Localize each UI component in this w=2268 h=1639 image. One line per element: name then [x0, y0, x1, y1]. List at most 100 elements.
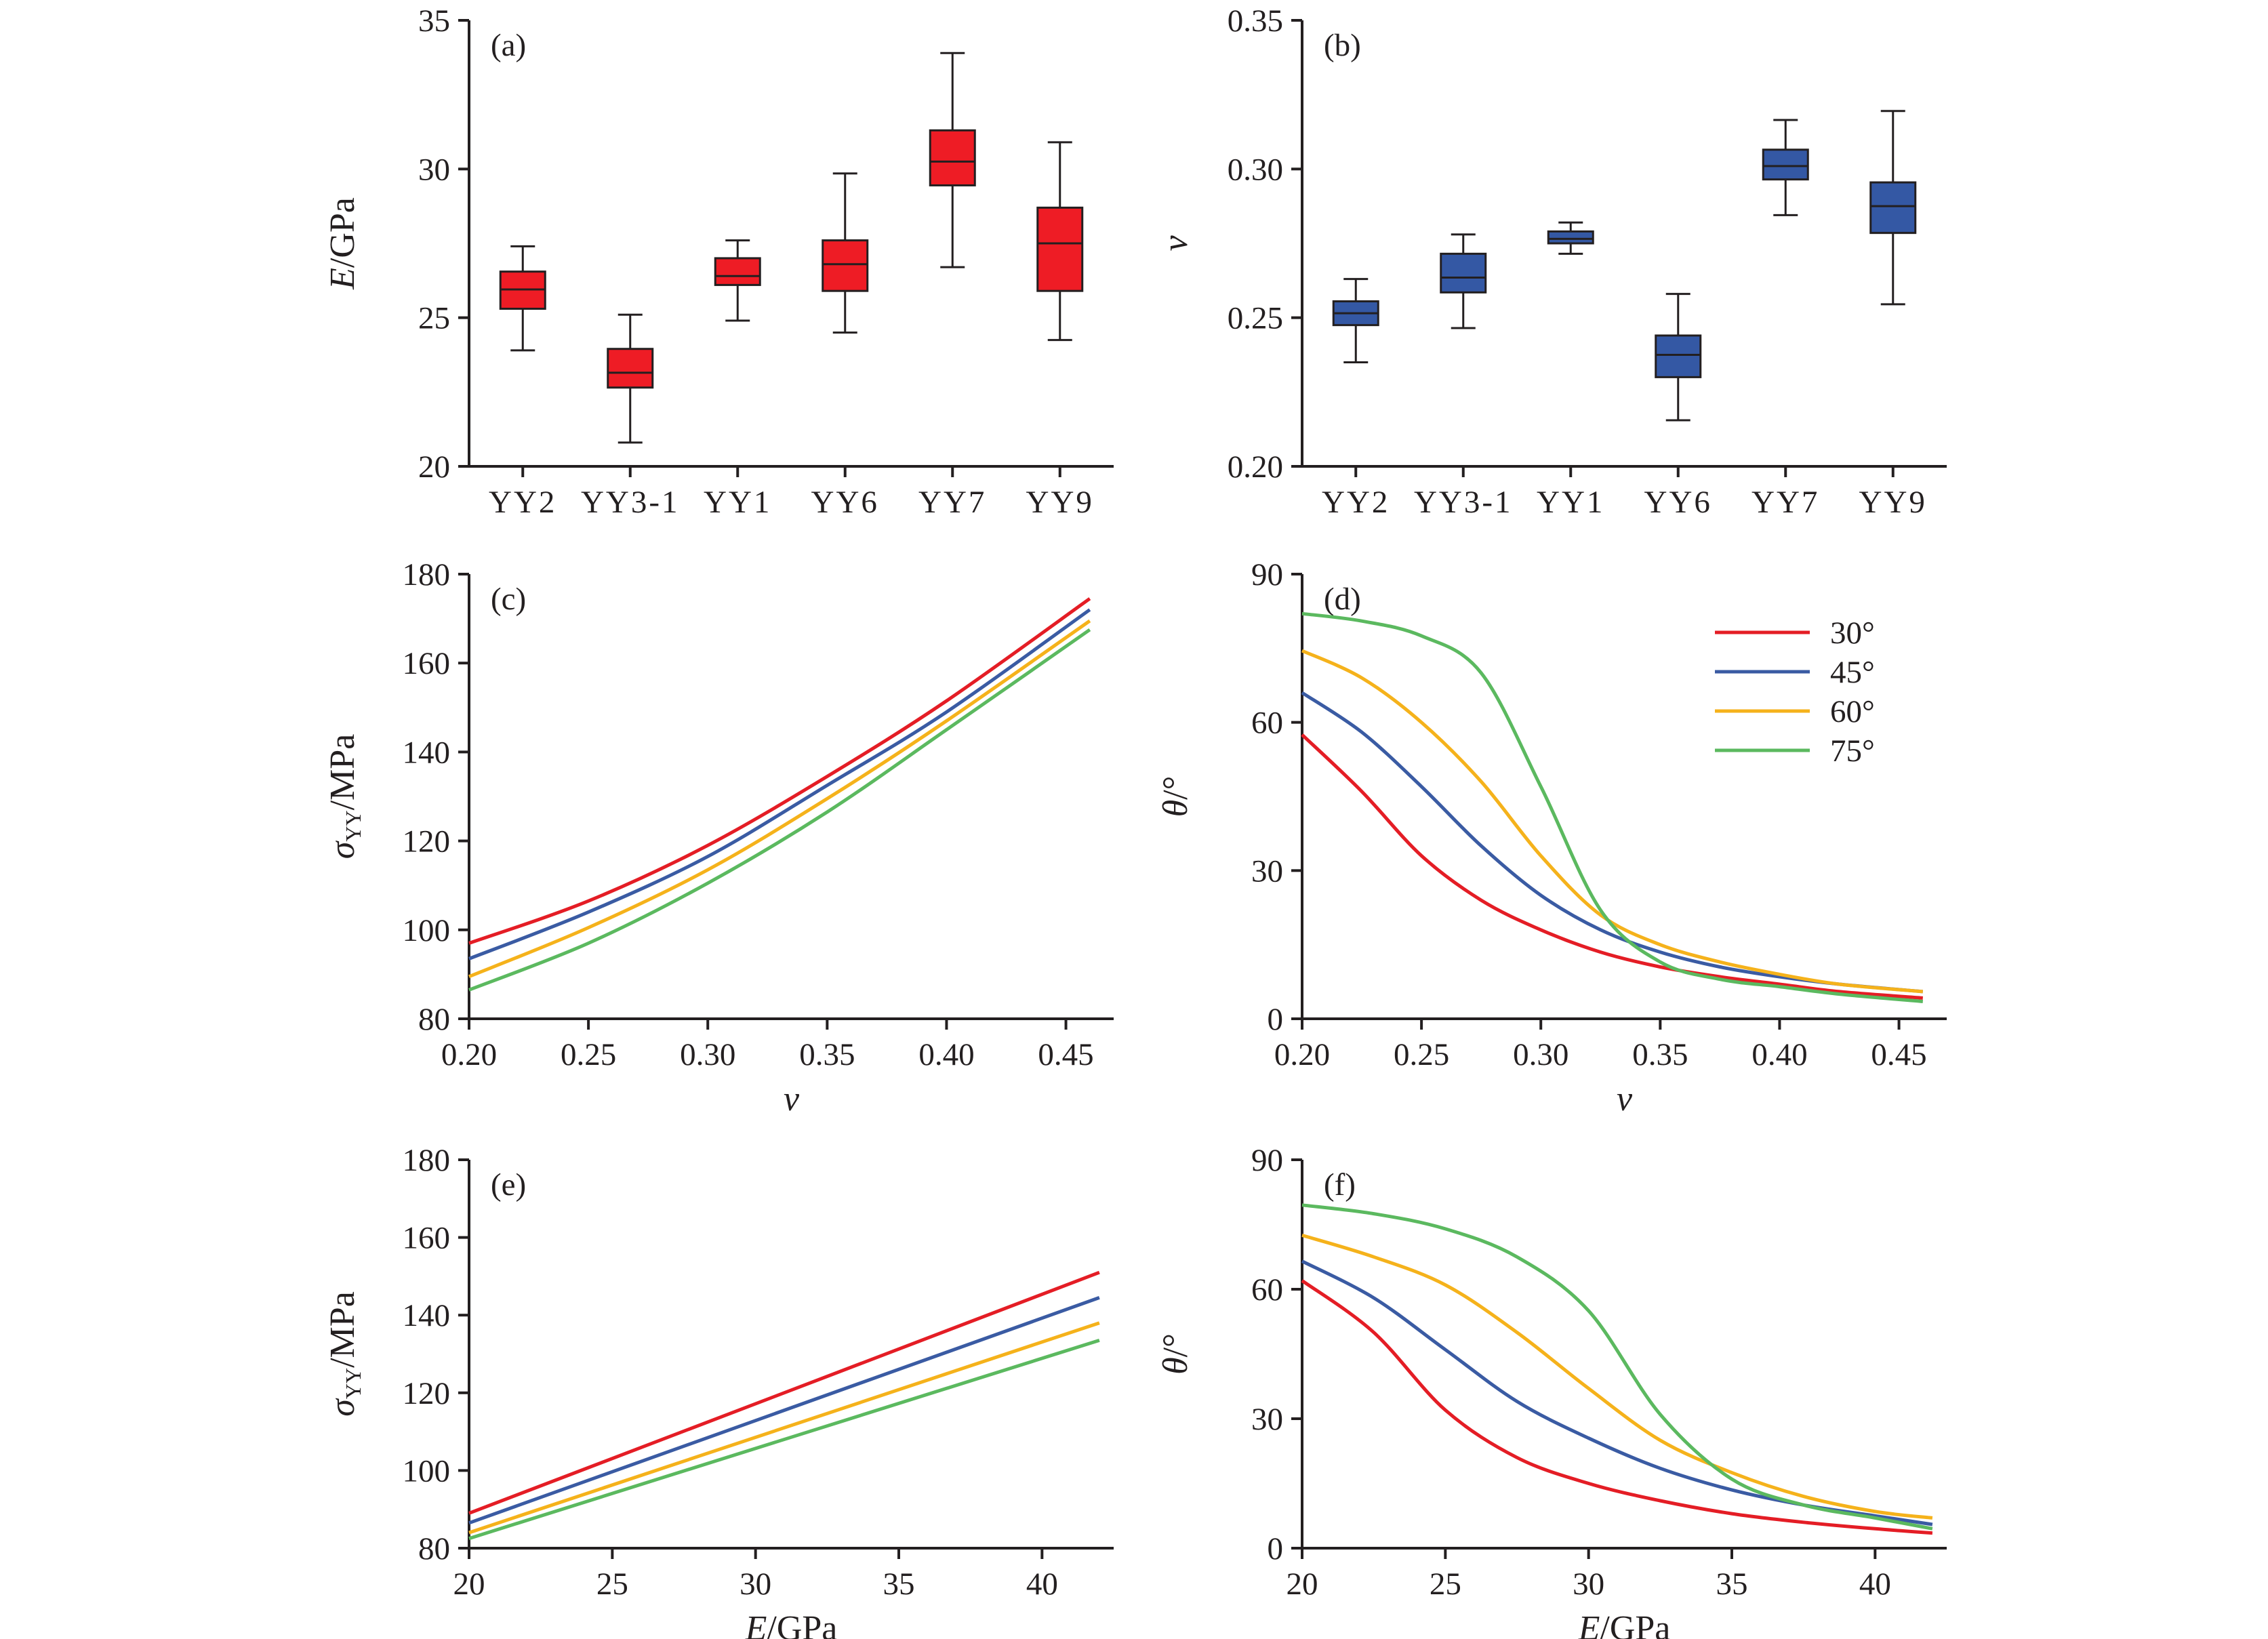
- panel-label: (f): [1324, 1167, 1356, 1202]
- x-axis-variable: v: [784, 1080, 800, 1118]
- x-tick-label: 35: [1716, 1566, 1748, 1602]
- series-line-30deg: [1301, 1279, 1933, 1535]
- y-axis-title: σYY/MPa: [323, 1291, 365, 1417]
- x-tick-label: YY6: [811, 485, 879, 520]
- series-line-60deg: [1301, 1234, 1933, 1520]
- x-axis-title: E/GPa: [745, 1609, 838, 1639]
- x-tick-label: 0.20: [1274, 1037, 1330, 1072]
- y-tick-label: 0.35: [1228, 3, 1283, 39]
- series-line-75deg: [1301, 611, 1924, 1003]
- box-iqr: [1655, 334, 1702, 378]
- x-tick-label: 0.40: [1751, 1037, 1807, 1072]
- box-yy2: [499, 245, 546, 352]
- series-line-45deg: [468, 608, 1091, 960]
- x-tick-label: 0.30: [680, 1037, 735, 1072]
- y-axis-symbol: σ: [323, 840, 362, 859]
- panel-label: (d): [1324, 582, 1361, 617]
- y-tick-label: 90: [1251, 1143, 1283, 1178]
- box-yy1: [714, 239, 761, 322]
- box-iqr: [1440, 252, 1487, 294]
- y-tick-label: 30: [1251, 1402, 1283, 1437]
- y-axis-title: E/GPa: [323, 197, 362, 290]
- x-axis-variable: E: [1578, 1609, 1600, 1639]
- x-tick-label: 0.20: [441, 1037, 497, 1072]
- box-yy9: [1036, 141, 1084, 342]
- legend-label: 30°: [1830, 615, 1875, 651]
- legend-label: 75°: [1830, 733, 1875, 769]
- box-iqr: [822, 239, 869, 292]
- series-line-75deg: [468, 1339, 1100, 1541]
- series-line-60deg: [1301, 649, 1924, 994]
- y-axis-variable: E: [323, 268, 362, 290]
- y-axis-title: v: [1156, 235, 1195, 251]
- x-tick-label: YY3-1: [1414, 485, 1513, 520]
- panel-c: 80 100 120 140 160 180 0.20 0.25 0.30 0.35 0.40 0.4…: [323, 557, 1114, 1118]
- series-line-45deg: [1301, 1259, 1933, 1526]
- y-tick-label: 120: [403, 1376, 451, 1411]
- y-tick-label: 25: [418, 301, 450, 336]
- panel-label: (b): [1324, 28, 1361, 63]
- y-tick-label: 140: [403, 1298, 451, 1333]
- y-tick-label: 35: [418, 3, 450, 39]
- legend-label: 60°: [1830, 694, 1875, 729]
- series-line-30deg: [468, 1270, 1100, 1515]
- x-tick-label: YY1: [704, 485, 771, 520]
- x-tick-label: YY1: [1537, 485, 1604, 520]
- series-line-75deg: [468, 628, 1091, 992]
- series-line-30deg: [468, 597, 1091, 945]
- y-axis-variable: v: [1156, 235, 1195, 251]
- x-tick-label: 0.35: [1632, 1037, 1688, 1072]
- box-yy3-1: [1440, 233, 1487, 329]
- box-iqr: [1547, 230, 1594, 245]
- y-axis-subscript: YY: [341, 810, 365, 841]
- x-tick-label: 0.25: [561, 1037, 616, 1072]
- y-tick-label: 0.25: [1228, 301, 1283, 336]
- box-yy2: [1332, 278, 1379, 363]
- x-tick-label: 30: [1573, 1566, 1604, 1602]
- box-yy9: [1869, 110, 1917, 306]
- y-tick-label: 0.30: [1228, 152, 1283, 187]
- x-axis-variable: E: [745, 1609, 767, 1639]
- y-tick-label: 80: [418, 1531, 450, 1566]
- panel-label: (a): [491, 28, 526, 63]
- legend-label: 45°: [1830, 655, 1875, 690]
- x-tick-label: 20: [1287, 1566, 1318, 1602]
- y-tick-label: 0: [1268, 1531, 1284, 1566]
- x-tick-label: YY7: [918, 485, 986, 520]
- x-axis-title: v: [1617, 1080, 1633, 1118]
- box-iqr: [929, 129, 976, 186]
- box-iqr: [1762, 148, 1809, 181]
- x-tick-label: YY6: [1644, 485, 1712, 520]
- x-tick-label: 25: [1430, 1566, 1461, 1602]
- y-axis-title: σYY/MPa: [323, 734, 365, 859]
- x-tick-label: YY9: [1026, 485, 1094, 520]
- x-axis-unit: /GPa: [1600, 1609, 1670, 1639]
- x-tick-label: 35: [883, 1566, 915, 1602]
- box-yy7: [1762, 119, 1809, 216]
- box-iqr: [1869, 181, 1917, 235]
- x-tick-label: 25: [596, 1566, 628, 1602]
- y-tick-label: 100: [403, 1453, 451, 1489]
- y-axis-symbol: σ: [323, 1398, 362, 1417]
- x-axis-title: E/GPa: [1578, 1609, 1671, 1639]
- x-tick-label: YY2: [489, 485, 556, 520]
- y-axis-variable: θ: [1156, 800, 1195, 817]
- box-iqr: [1036, 206, 1084, 292]
- series-line-45deg: [468, 1296, 1100, 1525]
- x-tick-label: 40: [1026, 1566, 1058, 1602]
- x-tick-label: 0.30: [1513, 1037, 1568, 1072]
- x-tick-label: 0.45: [1038, 1037, 1093, 1072]
- y-tick-label: 60: [1251, 706, 1283, 741]
- y-axis-unit: /°: [1156, 1333, 1195, 1357]
- box-iqr: [714, 257, 761, 286]
- y-tick-label: 90: [1251, 557, 1283, 592]
- panel-b: 0.20 0.25 0.30 0.35 YY2 YY3-1 YY1 YY6 YY7 YY9 (b) v: [1156, 3, 1947, 520]
- x-tick-label: 40: [1859, 1566, 1891, 1602]
- panel-label: (c): [491, 582, 526, 617]
- y-axis-title: θ/°: [1156, 776, 1195, 817]
- y-axis-subscript: YY: [341, 1368, 365, 1399]
- y-axis-unit: /GPa: [323, 197, 362, 268]
- y-tick-label: 160: [403, 1221, 451, 1256]
- y-axis-variable: θ: [1156, 1357, 1195, 1375]
- y-tick-label: 30: [418, 152, 450, 187]
